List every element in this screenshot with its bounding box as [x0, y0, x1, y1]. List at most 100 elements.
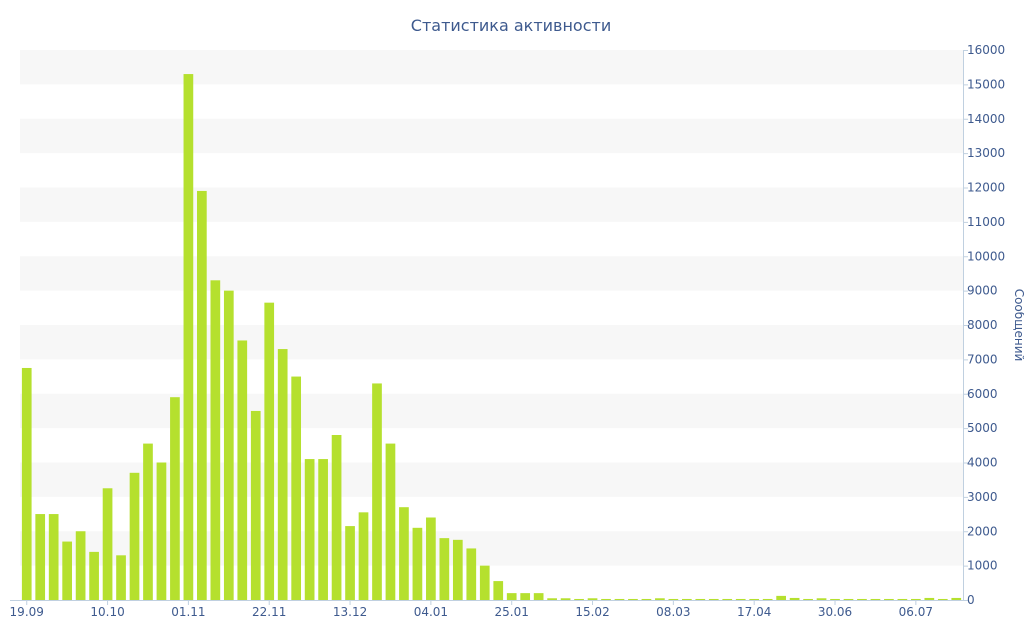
bar	[560, 598, 571, 600]
grid-band	[20, 256, 963, 291]
bar	[210, 280, 221, 600]
bar	[452, 539, 463, 600]
y-tick-label: 3000	[967, 490, 998, 504]
bar	[291, 376, 302, 600]
y-tick-label: 7000	[967, 352, 998, 366]
bar	[223, 290, 234, 601]
bar	[520, 593, 531, 601]
bar	[35, 514, 46, 600]
bar	[708, 598, 719, 600]
y-tick-label: 15000	[967, 77, 1005, 91]
grid-band	[20, 325, 963, 360]
bar	[372, 383, 382, 600]
bar	[506, 593, 517, 601]
bar	[681, 598, 692, 600]
bar	[183, 74, 194, 600]
bar	[170, 397, 180, 600]
bar	[318, 459, 328, 600]
bar	[937, 598, 948, 600]
bar	[749, 598, 760, 600]
y-tick-label: 6000	[967, 387, 998, 401]
bars	[21, 74, 962, 601]
bar	[722, 598, 733, 600]
bar	[884, 598, 894, 600]
y-axis-title: Сообщений	[1012, 289, 1024, 362]
bar	[776, 595, 786, 601]
bar	[129, 472, 140, 600]
bar	[89, 551, 99, 601]
bar	[655, 598, 665, 600]
bar	[358, 512, 369, 600]
bar	[412, 527, 423, 600]
y-tick-label: 14000	[967, 112, 1005, 126]
bar	[803, 598, 813, 600]
y-tick-label: 0	[967, 593, 975, 607]
y-tick-label: 11000	[967, 215, 1005, 229]
bar	[870, 598, 881, 600]
grid-band	[20, 187, 963, 222]
bar	[911, 598, 921, 600]
bar	[479, 565, 490, 601]
x-tick-label: 08.03	[656, 605, 690, 619]
bar	[102, 488, 113, 600]
bar	[345, 526, 355, 600]
x-tick-label: 01.11	[171, 605, 205, 619]
bar	[237, 340, 248, 600]
bar	[641, 598, 652, 600]
bar	[830, 598, 840, 600]
x-tick-label: 17.04	[737, 605, 771, 619]
grid-band	[20, 393, 963, 429]
y-tick-label: 4000	[967, 456, 998, 470]
y-tick-label: 10000	[967, 249, 1005, 263]
bar	[857, 598, 867, 600]
bar	[897, 598, 908, 600]
x-tick-label: 25.01	[495, 605, 529, 619]
x-tick-label: 06.07	[899, 605, 933, 619]
x-tick-label: 15.02	[575, 605, 609, 619]
bar	[304, 459, 315, 600]
bar	[466, 548, 477, 600]
bar	[331, 435, 342, 600]
bar	[493, 581, 504, 600]
bar	[614, 598, 625, 600]
bar	[816, 598, 827, 600]
y-tick-label: 9000	[967, 284, 998, 298]
bar	[156, 462, 167, 600]
bar	[601, 598, 611, 600]
x-tick-label: 13.12	[333, 605, 367, 619]
bar	[574, 598, 584, 600]
bar	[695, 598, 706, 600]
bar	[62, 541, 72, 600]
grid-band	[20, 50, 963, 85]
y-tick-label: 2000	[967, 524, 998, 538]
bar	[426, 517, 436, 600]
chart-title: Статистика активности	[411, 16, 611, 35]
grid-bands	[20, 50, 963, 566]
bar	[628, 598, 638, 600]
x-tick-label: 04.01	[414, 605, 448, 619]
bar	[762, 598, 773, 600]
bar	[587, 598, 598, 600]
y-tick-label: 1000	[967, 559, 998, 573]
bar	[399, 507, 409, 600]
x-tick-label: 19.09	[10, 605, 44, 619]
x-tick-label: 10.10	[90, 605, 124, 619]
y-tick-label: 5000	[967, 421, 998, 435]
bar	[264, 302, 275, 600]
axes: 0 1000 2000 3000 4000 5000 6000 7000 8000 9000 100…	[10, 43, 1006, 619]
grid-band	[20, 118, 963, 154]
bar	[789, 597, 800, 600]
bar	[547, 598, 557, 600]
y-tick-label: 12000	[967, 181, 1005, 195]
bar	[951, 597, 962, 600]
x-tick-label: 22.11	[252, 605, 286, 619]
bar	[21, 367, 32, 600]
y-tick-label: 8000	[967, 318, 998, 332]
bar	[668, 598, 679, 600]
bar	[277, 349, 288, 600]
bar	[439, 538, 450, 601]
bar	[385, 443, 396, 600]
y-tick-label: 13000	[967, 146, 1005, 160]
